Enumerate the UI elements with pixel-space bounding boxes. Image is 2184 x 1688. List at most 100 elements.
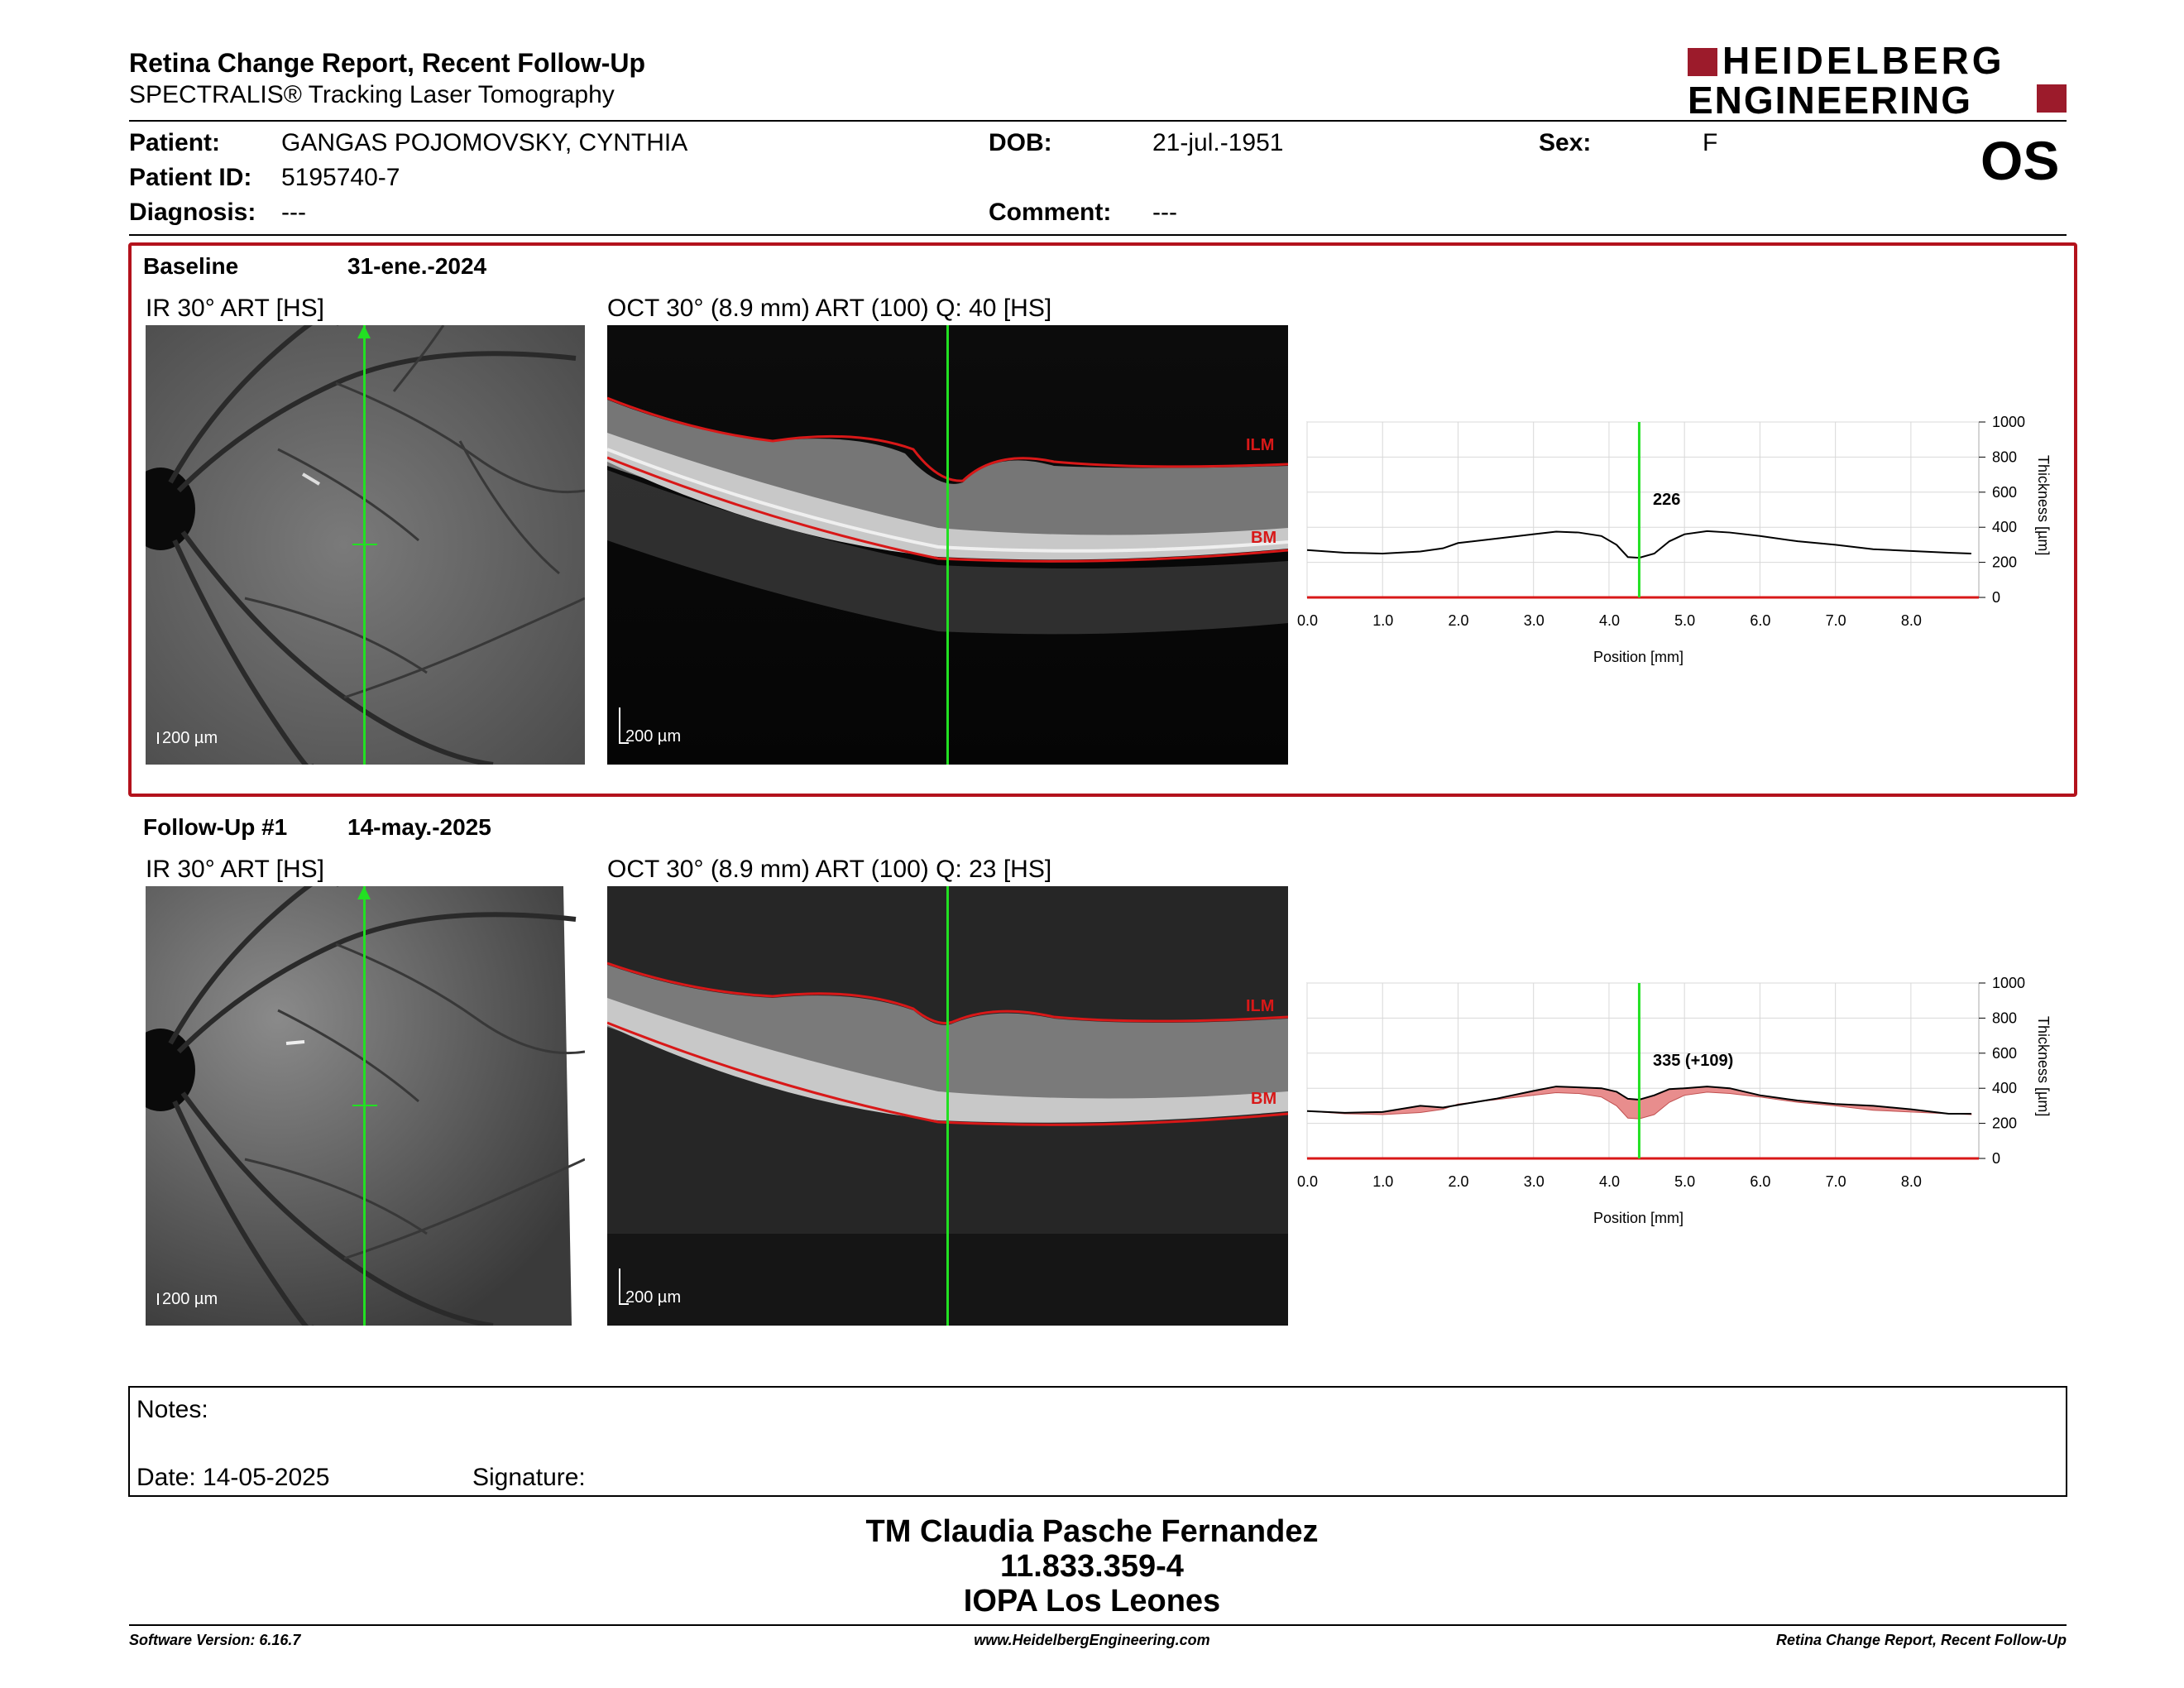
clinic-name: IOPA Los Leones: [963, 1584, 1221, 1618]
scan-direction-arrow-icon: [357, 886, 371, 899]
scale-bar-base: [619, 1303, 629, 1305]
baseline-section: [128, 242, 2077, 797]
x-tick-label: 1.0: [1372, 1173, 1393, 1190]
website-link[interactable]: www.HeidelbergEngineering.com: [974, 1632, 1210, 1648]
followup-thickness-chart: 0 200 400 600 800 1000 0.0 1.0 2.0 3.0 4.0 5.0 6.0 7.…: [1291, 971, 2076, 1235]
x-tick-label: 8.0: [1901, 1173, 1922, 1190]
scale-bar-icon: [619, 707, 620, 744]
comment-value: ---: [1152, 199, 1177, 226]
notes-label: Notes:: [136, 1396, 208, 1423]
baseline-oct-bscan-image: ILM BM 200 µm: [607, 325, 1288, 765]
header-divider: [129, 120, 2067, 122]
x-axis-label: Position [mm]: [1593, 649, 1684, 665]
plot-area: [1306, 421, 1980, 598]
y-tick-label: 0: [1992, 589, 2000, 606]
sex-value: F: [1703, 129, 1718, 156]
x-axis-label: Position [mm]: [1593, 1210, 1684, 1226]
eye-label: OS: [1980, 130, 2060, 191]
followup-date: 14-may.-2025: [347, 814, 491, 840]
fovea-marker: [352, 544, 377, 545]
dob-label: DOB:: [989, 129, 1052, 156]
y-tick-label: 400: [1992, 1080, 2017, 1096]
scale-bar-icon: [157, 1293, 159, 1305]
logo-square-bottom: [2037, 84, 2067, 113]
baseline-thickness-line: [1306, 530, 1971, 559]
logo-line-1: HEIDELBERG: [1722, 39, 2005, 82]
patient-divider: [129, 234, 2067, 236]
baseline-oct-cursor-line: [946, 325, 949, 765]
followup-ilm-label: ILM: [1246, 997, 1275, 1015]
scale-bar-icon: [619, 1268, 620, 1305]
y-tick-label: 1000: [1992, 975, 2025, 991]
followup-oct-bscan-image: ILM BM 200 µm: [607, 886, 1288, 1326]
x-tick-label: 7.0: [1826, 1173, 1846, 1190]
followup-ir-scale: 200 µm: [162, 1290, 218, 1308]
fovea-marker: [352, 1105, 377, 1106]
x-tick-label: 1.0: [1372, 612, 1393, 629]
y-tick-label: 400: [1992, 519, 2017, 535]
x-tick-label: 5.0: [1674, 1173, 1695, 1190]
y-tick-label: 800: [1992, 1009, 2017, 1026]
x-tick-label: 3.0: [1524, 612, 1545, 629]
patient-label: Patient:: [129, 129, 221, 156]
operator-id: 11.833.359-4: [1000, 1549, 1184, 1584]
x-tick-label: 3.0: [1524, 1173, 1545, 1190]
y-axis-label: Thickness [µm]: [2035, 455, 2052, 555]
y-tick-label: 0: [1992, 1150, 2000, 1167]
x-tick-label: 5.0: [1674, 612, 1695, 629]
diagnosis-label: Diagnosis:: [129, 199, 256, 226]
followup-oct-cursor-line: [946, 886, 949, 1326]
x-tick-label: 2.0: [1448, 1173, 1468, 1190]
comment-label: Comment:: [989, 199, 1112, 226]
y-tick-label: 600: [1992, 484, 2017, 501]
baseline-date: 31-ene.-2024: [347, 253, 487, 279]
patient-id-label: Patient ID:: [129, 164, 252, 191]
baseline-ir-label: IR 30° ART [HS]: [146, 295, 324, 322]
scan-direction-arrow-icon: [357, 325, 371, 338]
diagnosis-value: ---: [281, 199, 306, 226]
logo-line-2: ENGINEERING: [1688, 79, 1973, 122]
y-axis-label: Thickness [µm]: [2035, 1016, 2052, 1116]
scale-bar-icon: [157, 732, 159, 744]
y-tick-label: 200: [1992, 1115, 2017, 1132]
heidelberg-logo: HEIDELBERG ENGINEERING: [1688, 41, 2068, 122]
baseline-thickness-chart: 0 200 400 600 800 1000 0.0 1.0 2.0 3.0 4.0 5.0 6.0 7.…: [1291, 410, 2076, 674]
y-tick-label: 1000: [1992, 414, 2025, 430]
scale-bar-base: [619, 742, 629, 744]
followup-label: Follow-Up #1: [143, 814, 288, 840]
x-tick-label: 2.0: [1448, 612, 1468, 629]
followup-oct-scale: 200 µm: [625, 1288, 682, 1307]
x-tick-label: 7.0: [1826, 612, 1846, 629]
baseline-label: Baseline: [143, 253, 239, 279]
x-tick-label: 6.0: [1750, 612, 1770, 629]
patient-name: GANGAS POJOMOVSKY, CYNTHIA: [281, 129, 688, 156]
x-tick-label: 6.0: [1750, 1173, 1770, 1190]
report-subtitle: SPECTRALIS® Tracking Laser Tomography: [129, 81, 615, 108]
y-tick-label: 600: [1992, 1045, 2017, 1062]
sex-label: Sex:: [1539, 129, 1592, 156]
x-tick-label: 8.0: [1901, 612, 1922, 629]
followup-cursor-readout: 335 (+109): [1653, 1052, 1734, 1070]
footer-divider: [129, 1624, 2067, 1626]
patient-id: 5195740-7: [281, 164, 400, 191]
plot-area: [1306, 982, 1980, 1159]
baseline-ilm-label: ILM: [1246, 436, 1275, 454]
operator-name: TM Claudia Pasche Fernandez: [865, 1514, 1319, 1549]
dob-value: 21-jul.-1951: [1152, 129, 1284, 156]
followup-ir-label: IR 30° ART [HS]: [146, 856, 324, 883]
baseline-ir-fundus-image: 200 µm: [146, 325, 585, 765]
y-tick-label: 800: [1992, 448, 2017, 465]
x-tick-label: 0.0: [1297, 612, 1318, 629]
footer-report-name: Retina Change Report, Recent Follow-Up: [1775, 1632, 2067, 1648]
notes-box[interactable]: Notes: Date: 14-05-2025 Signature:: [128, 1386, 2067, 1497]
report-title: Retina Change Report, Recent Follow-Up: [129, 48, 646, 78]
followup-ir-fundus-image: 200 µm: [146, 886, 585, 1326]
followup-bm-label: BM: [1251, 1090, 1277, 1108]
followup-oct-label: OCT 30° (8.9 mm) ART (100) Q: 23 [HS]: [607, 856, 1052, 883]
baseline-cursor-readout: 226: [1653, 491, 1681, 509]
baseline-bm-label: BM: [1251, 529, 1277, 547]
logo-square-top: [1688, 48, 1717, 76]
followup-thickness-line: [1306, 1086, 1971, 1115]
x-tick-label: 0.0: [1297, 1173, 1318, 1190]
notes-date: Date: 14-05-2025: [136, 1464, 330, 1491]
